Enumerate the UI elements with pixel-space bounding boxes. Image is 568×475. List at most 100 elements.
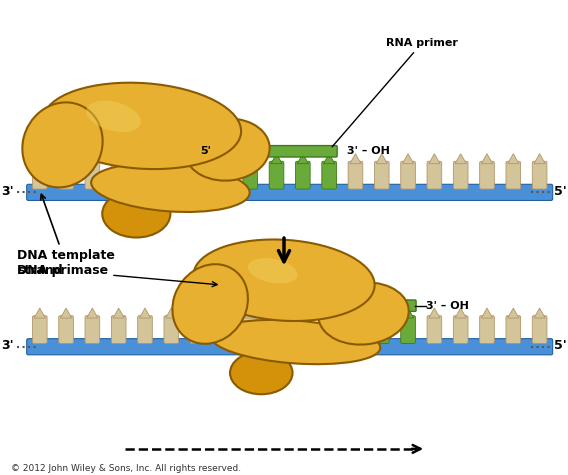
FancyBboxPatch shape [190,315,205,343]
Polygon shape [34,154,45,164]
Text: 3' – OH: 3' – OH [427,301,469,311]
FancyBboxPatch shape [243,162,257,189]
FancyBboxPatch shape [532,162,547,189]
Text: 5': 5' [554,185,566,198]
Ellipse shape [248,258,298,284]
Polygon shape [245,308,256,318]
FancyBboxPatch shape [190,162,205,189]
FancyBboxPatch shape [164,315,178,343]
Polygon shape [403,308,414,318]
Polygon shape [324,154,335,164]
Polygon shape [376,154,387,164]
Text: © 2012 John Wiley & Sons, Inc. All rights reserved.: © 2012 John Wiley & Sons, Inc. All right… [11,464,241,473]
Polygon shape [350,308,361,318]
Text: 5': 5' [554,339,566,352]
FancyBboxPatch shape [506,162,521,189]
FancyBboxPatch shape [506,315,521,343]
Polygon shape [113,308,124,318]
Polygon shape [60,308,72,318]
FancyBboxPatch shape [59,315,73,343]
Polygon shape [192,308,203,318]
Ellipse shape [318,282,409,345]
FancyBboxPatch shape [269,300,416,312]
Polygon shape [166,154,177,164]
FancyBboxPatch shape [137,315,152,343]
Ellipse shape [43,83,241,169]
FancyBboxPatch shape [216,162,231,189]
Polygon shape [534,154,545,164]
Polygon shape [34,308,45,318]
FancyBboxPatch shape [216,145,337,157]
Polygon shape [245,154,256,164]
Polygon shape [218,154,229,164]
FancyBboxPatch shape [295,315,310,343]
Polygon shape [455,308,466,318]
Text: DNA primase: DNA primase [17,264,217,286]
Text: 5': 5' [201,146,211,156]
FancyBboxPatch shape [401,315,415,343]
Polygon shape [429,154,440,164]
FancyBboxPatch shape [374,162,389,189]
Polygon shape [429,308,440,318]
FancyBboxPatch shape [27,184,553,200]
FancyBboxPatch shape [427,315,442,343]
FancyBboxPatch shape [269,315,284,343]
FancyBboxPatch shape [295,162,310,189]
FancyBboxPatch shape [85,162,100,189]
Polygon shape [113,154,124,164]
FancyBboxPatch shape [32,315,47,343]
FancyBboxPatch shape [348,315,363,343]
FancyBboxPatch shape [137,162,152,189]
Polygon shape [324,308,335,318]
Polygon shape [481,154,492,164]
Text: 3': 3' [2,339,14,352]
Polygon shape [376,308,387,318]
FancyBboxPatch shape [453,315,468,343]
Ellipse shape [193,239,375,321]
Polygon shape [297,154,308,164]
Polygon shape [297,308,308,318]
Polygon shape [481,308,492,318]
FancyBboxPatch shape [401,162,415,189]
Ellipse shape [102,190,170,238]
Text: 3' – OH: 3' – OH [348,146,390,156]
Polygon shape [271,308,282,318]
Polygon shape [192,154,203,164]
Polygon shape [350,154,361,164]
FancyBboxPatch shape [164,162,178,189]
FancyBboxPatch shape [111,162,126,189]
Text: RNA primer: RNA primer [332,38,458,147]
Text: DNA template
strand: DNA template strand [17,194,115,277]
Ellipse shape [22,103,103,187]
FancyBboxPatch shape [479,162,494,189]
FancyBboxPatch shape [269,162,284,189]
FancyBboxPatch shape [85,315,100,343]
Ellipse shape [91,163,250,212]
FancyBboxPatch shape [32,162,47,189]
FancyBboxPatch shape [348,162,363,189]
Polygon shape [455,154,466,164]
Polygon shape [403,154,414,164]
Ellipse shape [86,101,141,132]
Polygon shape [508,308,519,318]
Polygon shape [534,308,545,318]
Polygon shape [87,154,98,164]
Ellipse shape [185,119,270,180]
FancyBboxPatch shape [111,315,126,343]
Text: 3': 3' [2,185,14,198]
FancyBboxPatch shape [243,315,257,343]
FancyBboxPatch shape [216,315,231,343]
Ellipse shape [230,352,293,394]
FancyBboxPatch shape [27,339,553,355]
Polygon shape [508,154,519,164]
Polygon shape [139,154,151,164]
Polygon shape [139,308,151,318]
FancyBboxPatch shape [479,315,494,343]
FancyBboxPatch shape [453,162,468,189]
FancyBboxPatch shape [532,315,547,343]
Polygon shape [271,154,282,164]
FancyBboxPatch shape [322,162,336,189]
FancyBboxPatch shape [374,315,389,343]
FancyBboxPatch shape [427,162,442,189]
Ellipse shape [172,264,248,344]
